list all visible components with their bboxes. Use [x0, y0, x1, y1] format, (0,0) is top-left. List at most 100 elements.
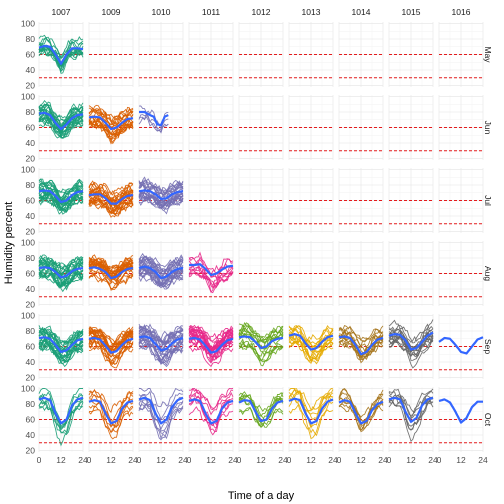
- day-line: [338, 328, 384, 356]
- series-1014-sep: [338, 325, 384, 364]
- y-tick-label: 100: [21, 19, 35, 29]
- x-tick-label: 24: [228, 455, 238, 465]
- series-1014-oct: [338, 387, 384, 433]
- y-tick-label: 100: [21, 311, 35, 321]
- y-tick-label: 60: [26, 415, 36, 425]
- panel-1014-aug: [338, 241, 384, 306]
- series-1009-oct: [88, 388, 134, 440]
- day-line: [238, 392, 284, 426]
- day-line: [138, 180, 184, 195]
- panel-1015-jul: [388, 168, 434, 233]
- series-1010-oct: [138, 387, 184, 441]
- day-line: [239, 340, 284, 363]
- smooth-curve: [38, 111, 84, 131]
- y-tick-label: 40: [26, 138, 36, 148]
- y-tick-label: 20: [26, 80, 36, 90]
- day-line: [188, 326, 234, 340]
- column-strip-1007: 1007: [52, 7, 71, 17]
- smooth-curve: [88, 266, 134, 280]
- day-line: [38, 193, 84, 213]
- day-line: [188, 345, 234, 368]
- panel-1010-may: [138, 22, 184, 87]
- column-strips: 1007 1009 1010 1011 1012 1013 1014 1015 1016: [52, 7, 471, 17]
- day-line: [88, 196, 134, 211]
- day-line: [388, 337, 434, 361]
- day-line: [138, 191, 184, 209]
- day-line: [88, 273, 134, 291]
- day-line: [38, 256, 84, 272]
- day-line: [38, 336, 84, 358]
- smooth-curve: [138, 265, 184, 280]
- series-1016-oct: [438, 398, 484, 424]
- series-1011-sep: [188, 324, 234, 368]
- column-strip-1009: 1009: [102, 7, 121, 17]
- row-strips: May Jun Jul Aug Sep Oct: [483, 46, 493, 426]
- day-line: [38, 101, 84, 119]
- day-line: [138, 260, 184, 275]
- day-line: [238, 340, 284, 367]
- column-strip-1016: 1016: [452, 7, 471, 17]
- day-line: [38, 103, 84, 122]
- panel-1012-may: [238, 22, 284, 87]
- day-line: [138, 267, 184, 287]
- smooth-curve: [38, 336, 84, 353]
- smooth-curve: [38, 396, 84, 425]
- day-line: [88, 254, 134, 275]
- day-line: [338, 389, 384, 430]
- day-line: [138, 402, 184, 435]
- smooth-curve: [38, 266, 84, 279]
- series-1009-jul: [88, 180, 134, 218]
- day-line: [188, 397, 234, 436]
- day-line: [288, 390, 334, 415]
- day-line: [38, 49, 84, 73]
- day-line: [288, 327, 334, 354]
- panel-1014-jul: [338, 168, 384, 233]
- day-line: [88, 402, 134, 429]
- day-line: [38, 48, 84, 71]
- panel-1011-may: [188, 22, 234, 87]
- day-line: [38, 43, 84, 66]
- y-tick-label: 100: [21, 384, 35, 394]
- panel-1009-sep: [88, 314, 134, 379]
- day-line: [138, 114, 169, 130]
- smooth-curve: [88, 115, 134, 131]
- day-line: [138, 324, 184, 346]
- y-tick-label: 100: [21, 165, 35, 175]
- y-tick-label: 20: [26, 372, 36, 382]
- day-line: [188, 259, 234, 281]
- day-line: [88, 326, 134, 346]
- y-tick-label: 80: [26, 34, 36, 44]
- day-line: [88, 329, 134, 351]
- day-line: [238, 338, 284, 362]
- y-tick-label: 40: [26, 284, 36, 294]
- smooth-curve: [88, 193, 134, 205]
- panel-1016-jul: [438, 168, 484, 233]
- x-tick-label: 0: [287, 455, 292, 465]
- series-1010-jun: [138, 105, 169, 134]
- series-1010-jul: [138, 176, 184, 215]
- panel-1013-jun: [288, 95, 334, 160]
- y-tick-label: 60: [26, 269, 36, 279]
- day-line: [188, 392, 234, 416]
- x-tick-label: 12: [206, 455, 216, 465]
- day-line: [88, 104, 134, 119]
- day-line: [138, 338, 184, 365]
- smooth-curve: [438, 398, 484, 424]
- y-tick-label: 80: [26, 399, 36, 409]
- day-line: [38, 254, 84, 270]
- day-line: [88, 259, 134, 275]
- panel-1016-sep: [438, 314, 484, 379]
- day-line: [138, 273, 184, 289]
- smooth-curve: [388, 331, 434, 351]
- day-line: [38, 265, 84, 285]
- x-tick-label: 0: [37, 455, 42, 465]
- day-line: [38, 400, 84, 435]
- series-1010-sep: [138, 323, 184, 368]
- day-line: [388, 319, 434, 344]
- y-tick-label: 20: [26, 299, 36, 309]
- series-1013-oct: [288, 387, 334, 440]
- y-axis-title: Humidity percent: [3, 202, 15, 285]
- day-line: [188, 266, 234, 288]
- panel-1012-jun: [238, 95, 284, 160]
- day-line: [138, 195, 184, 209]
